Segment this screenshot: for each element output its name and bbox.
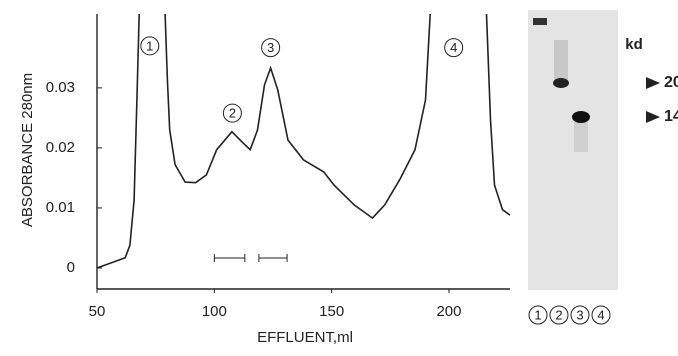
fraction-range [259,254,287,262]
x-tick-label: 150 [319,303,344,320]
annotation: 1 [146,38,153,53]
band [572,111,590,123]
marker-label: 200 [664,74,678,91]
lane-label: 4 [597,307,604,322]
fraction-range [214,254,245,262]
annotation: 3 [267,40,274,55]
page: {"chart_data":{"type":"line","ylabel":"A… [0,0,678,356]
annotation: 4 [450,40,457,55]
smear [574,122,588,152]
marker-arrows [646,77,660,123]
lane-label: 2 [555,307,562,322]
band [553,78,569,88]
x-axis-label: EFFLUENT,ml [257,329,353,346]
figure: ABSORBANCE 280nm EFFLUENT,ml kd 0 0.01 0.0… [0,0,678,351]
y-tick-label: 0.01 [46,199,75,216]
smear [554,40,568,80]
y-tick-label: 0.02 [46,139,75,156]
annotation: 2 [229,106,236,121]
y-tick-label: 0 [67,259,75,276]
lane-label: 3 [576,307,583,322]
lane-label: 1 [534,307,541,322]
x-tick-label: 200 [436,303,461,320]
band [533,18,547,25]
x-tick-label: 50 [89,303,106,320]
x-tick-label: 100 [202,303,227,320]
marker-label: 140 [664,108,678,125]
y-tick-label: 0.03 [46,79,75,96]
y-axis-label: ABSORBANCE 280nm [19,73,36,227]
gel-background [528,10,618,290]
gel-unit: kd [625,36,643,53]
